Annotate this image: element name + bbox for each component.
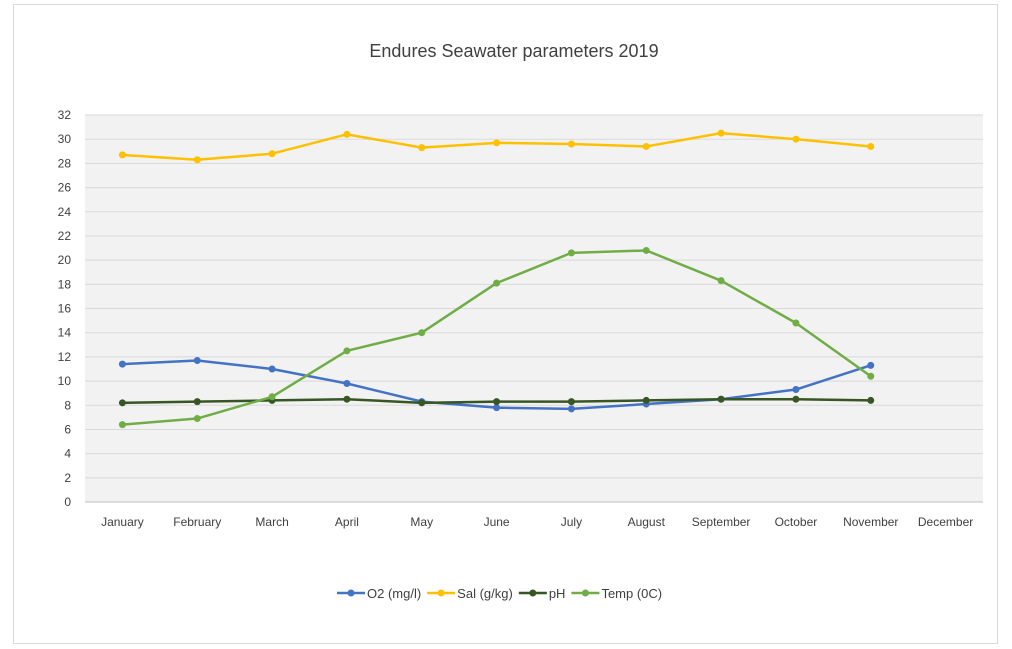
y-tick-label: 2 (64, 471, 71, 485)
data-point (567, 398, 575, 406)
y-tick-label: 0 (64, 495, 71, 509)
data-point (493, 139, 501, 147)
data-point (118, 360, 126, 368)
data-point (792, 135, 800, 143)
x-tick-label: July (561, 515, 582, 529)
data-point (493, 404, 501, 412)
data-point (642, 396, 650, 404)
legend-marker (437, 589, 445, 597)
legend-marker (347, 589, 355, 597)
legend-label: pH (549, 586, 566, 601)
data-point (418, 144, 426, 152)
data-point (268, 393, 276, 401)
data-point (193, 156, 201, 164)
data-point (268, 150, 276, 158)
data-point (343, 347, 351, 355)
data-point (792, 386, 800, 394)
y-tick-label: 12 (58, 350, 72, 364)
data-point (193, 415, 201, 423)
grid-lines (85, 114, 983, 503)
y-tick-label: 22 (58, 229, 72, 243)
data-point (567, 140, 575, 148)
data-point (567, 249, 575, 257)
data-point (867, 372, 875, 380)
data-point (343, 379, 351, 387)
data-point (867, 142, 875, 150)
data-point (717, 277, 725, 285)
x-tick-label: December (918, 515, 973, 529)
y-tick-label: 20 (58, 253, 72, 267)
y-tick-label: 28 (58, 156, 72, 170)
data-point (118, 151, 126, 159)
legend-label: Sal (g/kg) (457, 586, 513, 601)
data-point (118, 399, 126, 407)
legend: O2 (mg/l) Sal (g/kg) pH Temp (0C) (337, 586, 662, 601)
x-tick-label: November (843, 515, 898, 529)
legend-marker (581, 589, 589, 597)
data-point (418, 399, 426, 407)
legend-label: O2 (mg/l) (367, 586, 421, 601)
chart-title: Endures Seawater parameters 2019 (369, 41, 658, 61)
data-point (717, 129, 725, 137)
series-lines (118, 129, 875, 429)
x-tick-label: August (628, 515, 666, 529)
x-tick-label: April (335, 515, 359, 529)
data-point (193, 357, 201, 365)
data-point (567, 405, 575, 413)
data-point (418, 329, 426, 337)
data-point (268, 365, 276, 373)
y-tick-label: 10 (58, 374, 72, 388)
data-point (493, 279, 501, 287)
x-tick-label: October (775, 515, 818, 529)
y-tick-label: 26 (58, 181, 72, 195)
legend-marker (529, 589, 537, 597)
y-tick-label: 32 (58, 108, 72, 122)
data-point (867, 396, 875, 404)
data-point (792, 319, 800, 327)
y-tick-label: 6 (64, 422, 71, 436)
y-tick-label: 18 (58, 277, 72, 291)
y-tick-label: 8 (64, 398, 71, 412)
y-tick-label: 16 (58, 302, 72, 316)
data-point (717, 395, 725, 403)
x-tick-label: June (484, 515, 510, 529)
data-point (343, 130, 351, 138)
x-tick-label: September (692, 515, 751, 529)
y-tick-label: 24 (58, 205, 72, 219)
y-tick-label: 14 (58, 326, 72, 340)
data-point (493, 398, 501, 406)
legend-label: Temp (0C) (601, 586, 662, 601)
x-axis-ticks: January February March April May June July Augu… (101, 515, 973, 529)
data-point (343, 395, 351, 403)
x-tick-label: February (173, 515, 221, 529)
x-tick-label: January (101, 515, 144, 529)
data-point (867, 361, 875, 369)
x-tick-label: March (255, 515, 288, 529)
data-point (792, 395, 800, 403)
x-tick-label: May (410, 515, 433, 529)
data-point (193, 398, 201, 406)
y-tick-label: 30 (58, 132, 72, 146)
data-point (642, 142, 650, 150)
y-tick-label: 4 (64, 447, 71, 461)
data-point (118, 421, 126, 429)
data-point (642, 246, 650, 254)
